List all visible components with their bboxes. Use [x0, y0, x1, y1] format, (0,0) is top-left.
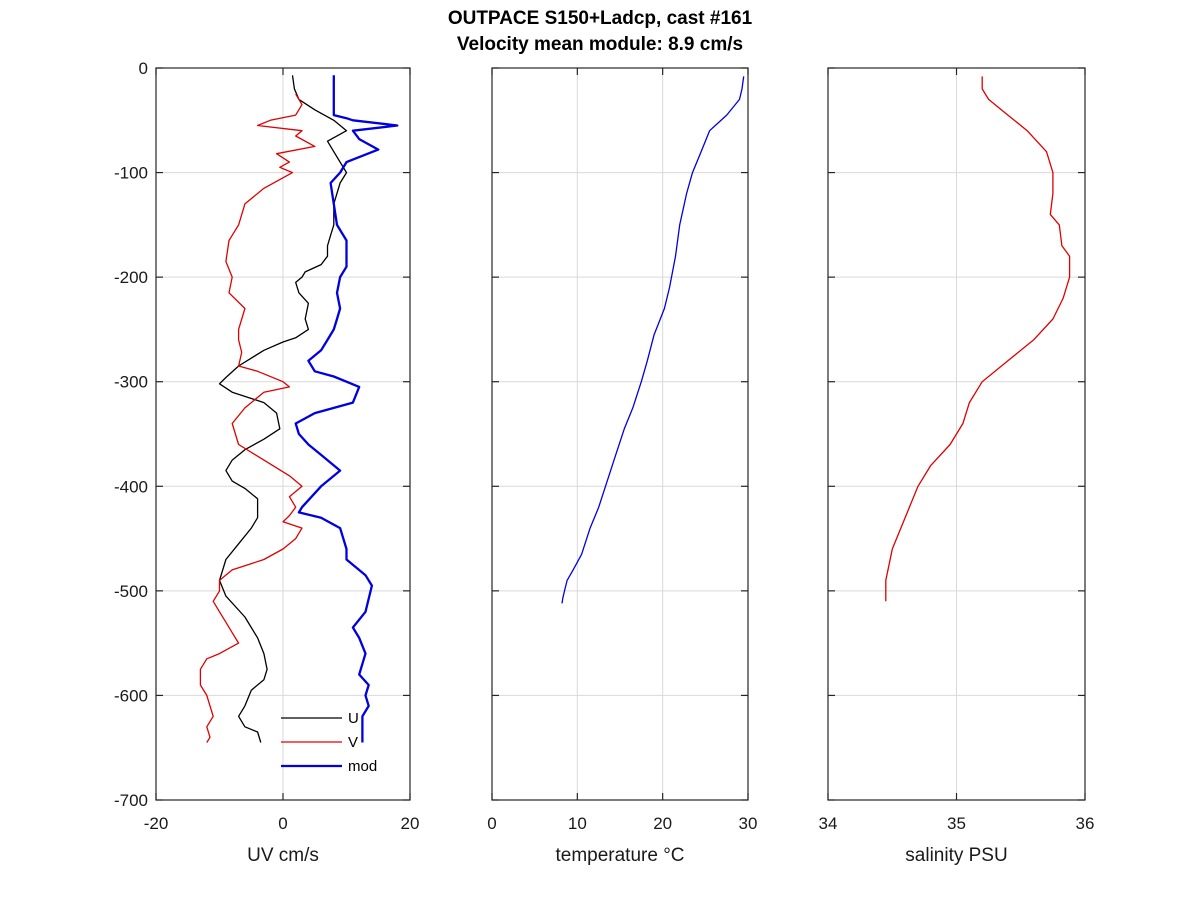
uv-y-tick-label: -700: [114, 791, 148, 810]
uv-x-tick-label: 20: [401, 814, 420, 833]
temperature-x-tick-label: 0: [487, 814, 496, 833]
temperature-panel: 0 10 20 30 temperature °C: [487, 67, 758, 866]
chart-title-line1: OUTPACE S150+Ladcp, cast #161: [447, 8, 753, 29]
uv-y-tick-label: -300: [114, 373, 148, 392]
uv-y-tick-label: -100: [114, 164, 148, 183]
salinity-x-tick-label: 35: [947, 814, 966, 833]
uv-y-tick-label: -200: [114, 268, 148, 287]
temperature-x-tick-label: 20: [653, 814, 672, 833]
salinity-panel: 34 35 36 salinity PSU: [819, 67, 1095, 866]
uv-y-tick-label: -500: [114, 582, 148, 601]
temperature-axes-frame: [491, 67, 749, 801]
uv-x-tick-label: -20: [144, 814, 169, 833]
uv-series-line-mod: [294, 75, 399, 743]
chart-title-line2: Velocity mean module: 8.9 cm/s: [456, 34, 744, 55]
temperature-series-line: [561, 76, 745, 604]
uv-y-tick-label: -400: [114, 477, 148, 496]
temperature-x-axis-label: temperature °C: [555, 845, 684, 866]
temperature-plot-area: [492, 68, 748, 800]
salinity-series-line: [885, 76, 1071, 602]
uv-x-tick-label: 0: [278, 814, 287, 833]
salinity-x-tick-label: 34: [819, 814, 838, 833]
uv-y-tick-label: 0: [139, 59, 148, 78]
legend-label-u: U: [348, 710, 359, 727]
salinity-x-tick-label: 36: [1076, 814, 1095, 833]
temperature-x-tick-label: 10: [568, 814, 587, 833]
uv-y-tick-label: -600: [114, 686, 148, 705]
salinity-x-axis-label: salinity PSU: [905, 845, 1007, 866]
legend-label-v: V: [348, 734, 358, 751]
uv-x-axis-label: UV cm/s: [247, 845, 319, 866]
uv-series-line-v: [199, 93, 316, 743]
legend-label-mod: mod: [348, 758, 377, 775]
uv-series-line-u: [218, 75, 348, 743]
temperature-x-tick-label: 30: [739, 814, 758, 833]
